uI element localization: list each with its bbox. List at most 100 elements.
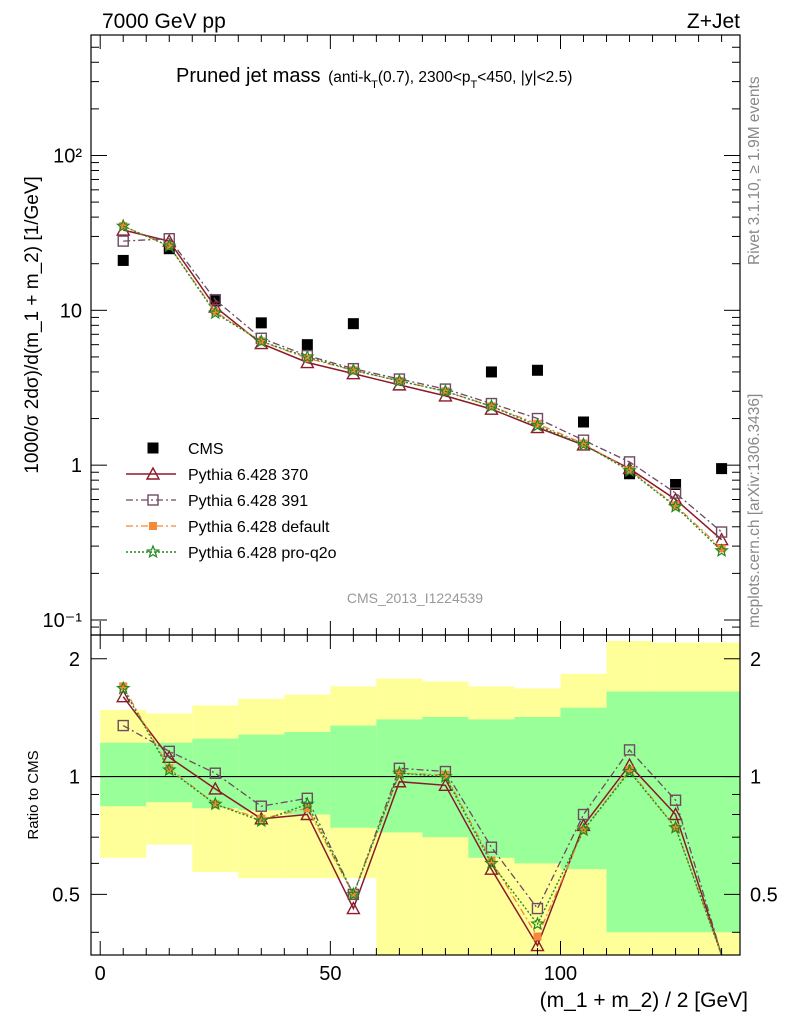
series-point xyxy=(349,366,358,375)
ratio-line xyxy=(122,696,723,956)
series-point xyxy=(576,436,591,451)
ratio-point xyxy=(119,682,128,691)
series-point xyxy=(115,218,131,233)
header-right: Z+Jet xyxy=(687,10,740,33)
ratio-point xyxy=(438,777,453,791)
ratio-point xyxy=(349,890,358,899)
axes: 0 50 100 10⁻¹ 1 10 10² 0.5 0.5 1 1 2 2 xyxy=(43,34,778,985)
ratio-point xyxy=(303,804,312,813)
legend-label: Pythia 6.428 391 xyxy=(188,493,308,510)
series-point xyxy=(211,307,220,316)
ratio-tick-label-left: 1 xyxy=(69,767,80,789)
ratio-point xyxy=(211,800,220,809)
ratio-point xyxy=(300,807,315,821)
ratio-point xyxy=(395,769,404,778)
ratio-point xyxy=(668,807,683,821)
ratio-point xyxy=(531,902,544,915)
mcplots-label: mcplots.cern.ch [arXiv:1306.3436] xyxy=(746,394,763,628)
ratio-point xyxy=(392,765,407,780)
series-line xyxy=(123,229,723,541)
cms-point xyxy=(485,366,497,378)
ratio-point xyxy=(530,916,545,931)
x-tick-label: 100 xyxy=(544,963,577,985)
ratio-point xyxy=(209,767,221,779)
cms-point xyxy=(347,318,359,330)
ratio-point xyxy=(208,796,223,811)
ratio-point xyxy=(576,822,591,837)
rivet-label: Rivet 3.1.10, ≥ 1.9M events xyxy=(746,76,763,265)
legend-marker xyxy=(145,544,161,559)
chart-title: Pruned jet mass (anti-kT(0.7), 2300<pT<4… xyxy=(176,65,572,91)
band-stat xyxy=(514,716,561,864)
ratio-point xyxy=(115,680,131,695)
series-point xyxy=(209,294,221,306)
ratio-point xyxy=(441,770,450,779)
ratio-point xyxy=(301,792,314,804)
ratio-tick-label-right: 1 xyxy=(750,767,761,789)
ratio-line xyxy=(122,725,723,956)
series-point xyxy=(714,543,729,557)
ratio-point xyxy=(300,796,315,811)
ratio-point xyxy=(668,820,683,834)
ratio-point xyxy=(487,856,496,865)
band-stat xyxy=(560,707,607,870)
ratio-point xyxy=(484,855,499,870)
series-point xyxy=(717,544,726,553)
legend: CMS Pythia 6.428 370 Pythia 6.428 391 Pythi… xyxy=(126,441,337,562)
series-line xyxy=(122,225,723,552)
cms-point xyxy=(117,254,129,266)
ratio-point xyxy=(208,781,223,795)
legend-label: Pythia 6.428 370 xyxy=(188,467,308,484)
ratio-point xyxy=(622,763,637,778)
band-stat xyxy=(100,742,147,807)
ratio-point xyxy=(346,886,361,901)
ratio-point xyxy=(116,689,131,703)
series-point xyxy=(484,398,499,413)
series-point xyxy=(533,419,542,428)
band-stat xyxy=(468,719,515,858)
legend-label: Pythia 6.428 pro-q2o xyxy=(188,545,337,562)
series-point xyxy=(165,242,174,251)
y-axis-label: 1000/σ 2dσ)/d(m_1 + m_2) [1/GeV] xyxy=(22,176,43,474)
legend-label: Pythia 6.428 default xyxy=(188,519,330,536)
x-tick-label: 0 xyxy=(95,963,106,985)
y-tick-label: 10 xyxy=(60,300,82,322)
ratio-tick-label-left: 2 xyxy=(69,649,80,671)
series-point xyxy=(346,362,361,377)
series-point xyxy=(669,487,682,499)
ratio-tick-label-right: 0.5 xyxy=(750,884,778,906)
chart-title-main: Pruned jet mass xyxy=(176,65,321,87)
band-stat xyxy=(652,691,740,933)
ratio-point xyxy=(163,745,175,758)
series-point xyxy=(668,498,683,513)
ratio-point xyxy=(257,814,266,823)
series-point xyxy=(208,305,223,320)
x-axis-label: (m_1 + m_2) / 2 [GeV] xyxy=(540,989,748,1012)
ratio-point xyxy=(577,808,590,821)
cms-point xyxy=(301,339,313,351)
legend-marker xyxy=(147,442,159,454)
ratio-uncertainty-bands xyxy=(100,641,740,955)
y-tick-label: 10² xyxy=(53,145,82,167)
series-point xyxy=(438,383,453,398)
ratio-point xyxy=(484,861,499,875)
series-point xyxy=(300,349,315,364)
ratio-tick-label-right: 2 xyxy=(750,649,761,671)
series-line xyxy=(122,225,723,549)
band-stat xyxy=(284,731,331,815)
cms-point xyxy=(670,479,682,491)
chart-title-sub: (anti-kT(0.7), 2300<pT<450, |y|<2.5) xyxy=(328,69,572,91)
y-tick-label: 10⁻¹ xyxy=(43,610,83,632)
main-series xyxy=(115,218,729,557)
series-line xyxy=(123,238,723,533)
header-left: 7000 GeV pp xyxy=(102,10,226,33)
ratio-point xyxy=(161,762,177,777)
x-tick-label: 50 xyxy=(319,963,341,985)
cms-point xyxy=(578,416,590,428)
ratio-point xyxy=(255,800,268,812)
ratio-point xyxy=(254,813,269,828)
cms-point xyxy=(716,463,728,475)
ratio-point xyxy=(625,765,634,774)
analysis-id: CMS_2013_I1224539 xyxy=(347,590,483,606)
y-tick-label: 1 xyxy=(71,455,82,477)
